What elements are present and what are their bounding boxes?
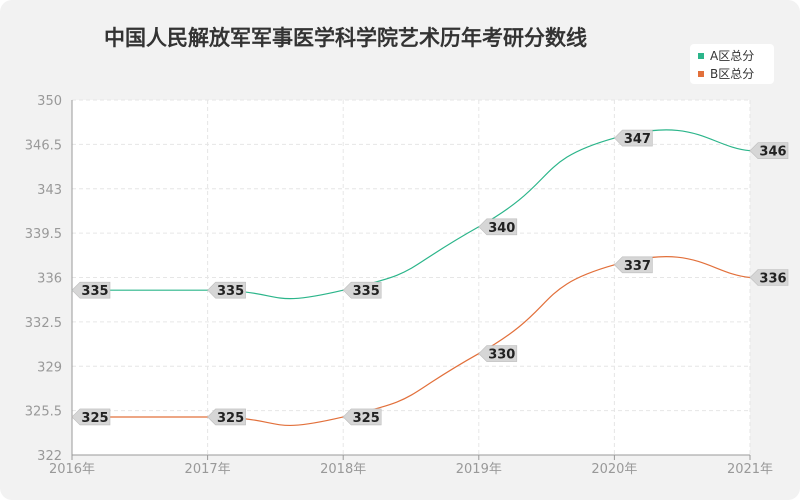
data-label: 337: [624, 259, 651, 274]
x-tick-label: 2018年: [320, 462, 366, 477]
x-tick-label: 2017年: [185, 462, 231, 477]
data-label: 335: [217, 284, 244, 299]
data-label: 335: [81, 284, 108, 299]
x-tick-label: 2016年: [49, 462, 95, 477]
data-label: 325: [353, 411, 380, 426]
data-label: 335: [353, 284, 380, 299]
legend-label-b: B区总分: [710, 67, 755, 81]
data-label-box: [478, 345, 518, 362]
y-tick-label: 332.5: [25, 316, 62, 331]
data-label-box: [342, 281, 382, 299]
x-tick-label: 2020年: [591, 462, 637, 477]
data-label: 325: [217, 411, 244, 426]
y-tick-label: 336: [37, 272, 62, 287]
y-tick-label: 346.5: [25, 138, 62, 153]
x-tick-label: 2021年: [727, 462, 773, 477]
data-label: 347: [624, 132, 651, 147]
y-tick-label: 325.5: [25, 405, 62, 420]
data-label: 325: [81, 411, 108, 426]
data-label-box: [749, 142, 789, 160]
y-tick-label: 350: [37, 94, 62, 109]
data-label-box: [478, 218, 518, 236]
y-tick-label: 343: [37, 183, 62, 198]
legend-swatch-b: [698, 70, 704, 77]
data-label: 336: [759, 272, 786, 287]
legend-item-a[interactable]: A区总分: [698, 47, 754, 64]
x-tick-label: 2019年: [456, 462, 502, 477]
data-label: 346: [759, 145, 786, 160]
data-label-box: [749, 269, 789, 286]
legend-label-a: A区总分: [710, 49, 755, 63]
data-label-box: [613, 256, 653, 274]
data-label-box: [71, 281, 111, 299]
chart-title: 中国人民解放军军事医学科学院艺术历年考研分数线: [104, 26, 587, 50]
y-tick-label: 339.5: [25, 227, 62, 242]
data-label-box: [207, 408, 246, 426]
legend-item-b[interactable]: B区总分: [698, 65, 754, 82]
data-label: 330: [488, 348, 515, 363]
data-label-box: [207, 281, 246, 299]
legend: A区总分 B区总分: [690, 44, 774, 84]
data-label-box: [613, 129, 653, 147]
data-label-box: [342, 408, 382, 426]
y-tick-label: 329: [37, 360, 62, 375]
data-label: 340: [488, 221, 515, 236]
legend-swatch-a: [698, 52, 704, 59]
y-tick-label: 322: [37, 449, 62, 464]
data-label-box: [71, 408, 111, 426]
